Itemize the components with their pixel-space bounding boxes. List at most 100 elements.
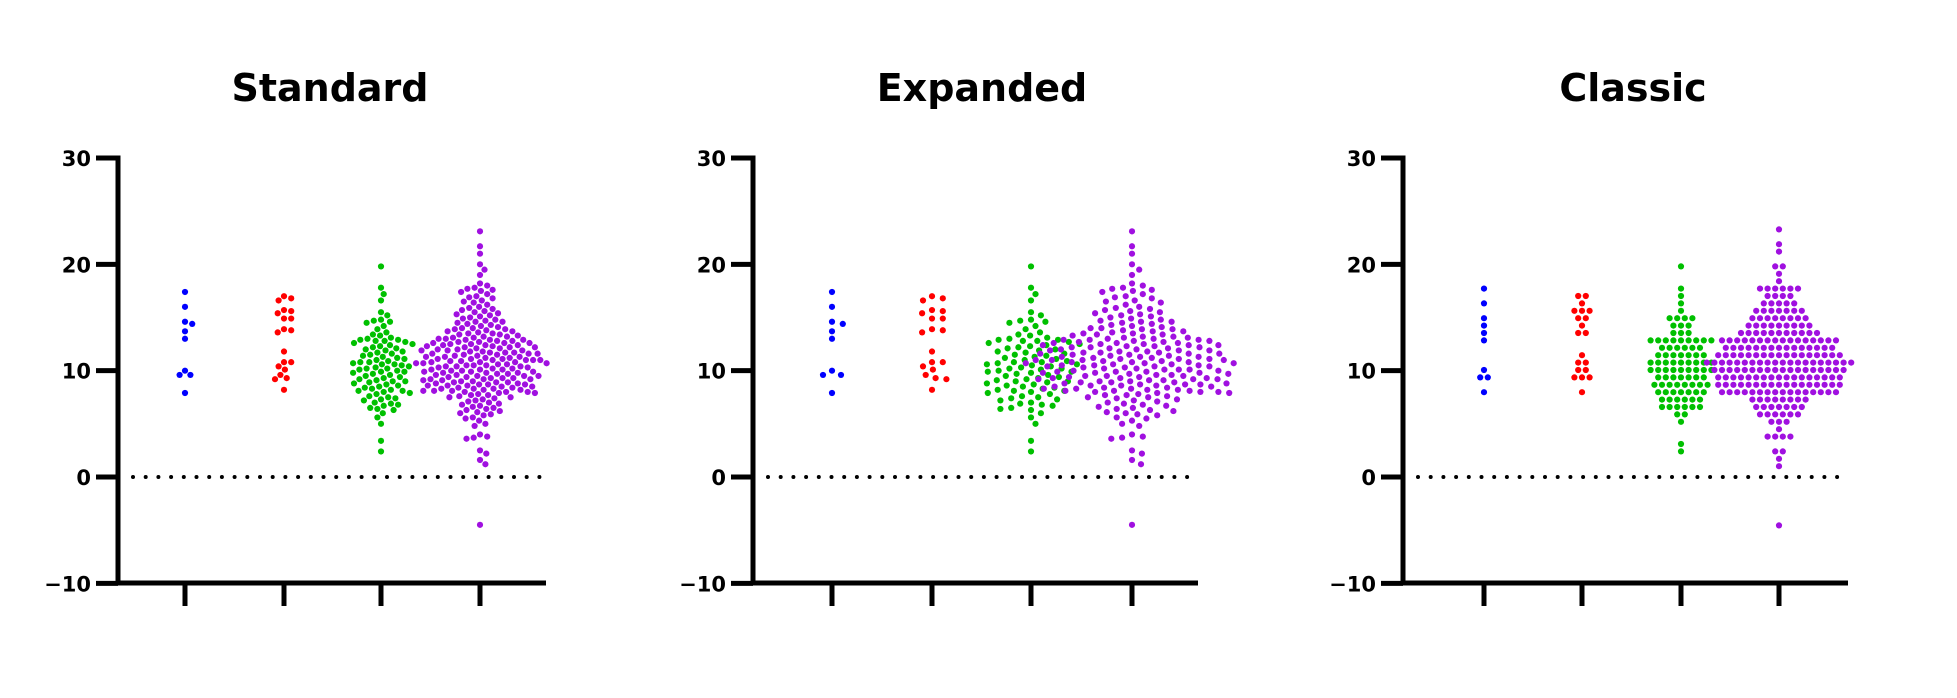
data-point: [1215, 367, 1222, 374]
data-point: [482, 354, 489, 362]
data-point: [377, 368, 385, 375]
data-point: [524, 388, 531, 396]
data-point: [484, 433, 491, 440]
data-point: [1001, 354, 1009, 362]
data-point: [1787, 433, 1794, 440]
data-point: [432, 371, 439, 379]
reference-line-dot: [1606, 475, 1611, 479]
data-point: [1775, 322, 1783, 329]
panel-classic: Classic 30 20 10 0 −10: [1329, 66, 1855, 606]
data-point: [363, 319, 370, 326]
data-point: [1689, 403, 1696, 411]
data-point: [1039, 342, 1046, 349]
data-point: [361, 384, 368, 391]
reference-line-dot: [385, 475, 389, 479]
data-point: [1775, 381, 1783, 388]
data-point: [1715, 374, 1722, 381]
data-point: [1783, 322, 1790, 329]
data-point: [993, 377, 1000, 384]
data-point: [1806, 344, 1813, 351]
reference-line-dot: [1809, 475, 1814, 479]
data-point: [524, 364, 531, 371]
data-point: [1802, 396, 1809, 403]
data-point: [1708, 337, 1715, 344]
data-point: [1146, 377, 1153, 384]
data-point: [1086, 336, 1093, 343]
data-point: [476, 366, 484, 373]
data-point: [492, 316, 499, 323]
data-point: [288, 315, 295, 322]
y-tick-label: 30: [1347, 147, 1376, 171]
data-point: [476, 431, 484, 438]
data-point: [1582, 292, 1589, 300]
data-point: [1027, 448, 1035, 455]
data-point: [1829, 352, 1836, 359]
data-point: [1154, 398, 1161, 405]
data-point: [1027, 388, 1035, 396]
data-point: [1008, 395, 1015, 402]
data-point: [1037, 410, 1044, 417]
data-point: [360, 397, 367, 404]
data-point: [1696, 396, 1704, 403]
data-point: [1779, 411, 1786, 418]
data-point: [1779, 337, 1786, 344]
data-point: [377, 297, 385, 304]
data-point: [1677, 285, 1685, 292]
data-point: [1764, 337, 1771, 344]
data-point: [1037, 312, 1044, 319]
data-point: [1658, 396, 1666, 403]
data-point: [457, 410, 464, 417]
data-point: [1787, 285, 1794, 292]
reference-line-dot: [245, 475, 250, 479]
data-point: [1779, 315, 1786, 322]
data-point: [395, 336, 402, 343]
data-point: [1760, 374, 1767, 381]
data-point: [385, 394, 392, 401]
data-point: [1480, 389, 1488, 396]
data-point: [1040, 385, 1047, 392]
data-point: [458, 358, 465, 365]
data-point: [1756, 389, 1764, 396]
data-point: [483, 369, 490, 376]
data-point: [1477, 374, 1484, 381]
data-point: [1092, 388, 1099, 396]
data-point: [1129, 287, 1136, 295]
data-point: [1080, 330, 1087, 337]
data-point: [1700, 366, 1707, 374]
data-point: [1575, 329, 1582, 337]
reference-line-dot: [308, 475, 313, 479]
data-point: [1832, 389, 1840, 396]
data-point: [274, 329, 281, 336]
data-point: [1027, 437, 1035, 444]
data-point: [1764, 411, 1771, 418]
data-point: [1137, 311, 1144, 318]
data-point: [1208, 383, 1215, 390]
data-point: [1753, 344, 1760, 351]
data-point: [1118, 382, 1125, 389]
data-point: [919, 297, 927, 304]
data-point: [1119, 420, 1126, 427]
data-point: [1136, 373, 1143, 381]
data-point: [1726, 389, 1733, 396]
data-point: [470, 385, 477, 392]
data-point: [1783, 381, 1790, 388]
reference-line-dot: [1121, 475, 1126, 479]
data-point: [1101, 365, 1108, 372]
data-point: [1677, 329, 1685, 337]
data-point: [369, 344, 376, 351]
data-point: [377, 420, 385, 427]
data-point: [1825, 359, 1832, 366]
reference-line-dot: [169, 475, 174, 479]
data-point: [1206, 347, 1213, 354]
reference-line-dot: [1543, 475, 1547, 479]
data-point: [1749, 396, 1756, 403]
data-point: [1035, 376, 1042, 383]
y-tick-label: 0: [1361, 466, 1376, 490]
data-point: [1693, 389, 1700, 396]
data-point: [1760, 322, 1767, 329]
data-point: [494, 361, 502, 368]
data-point: [1787, 359, 1794, 366]
data-point: [357, 359, 364, 366]
data-point: [1775, 329, 1783, 337]
data-point: [521, 372, 528, 380]
